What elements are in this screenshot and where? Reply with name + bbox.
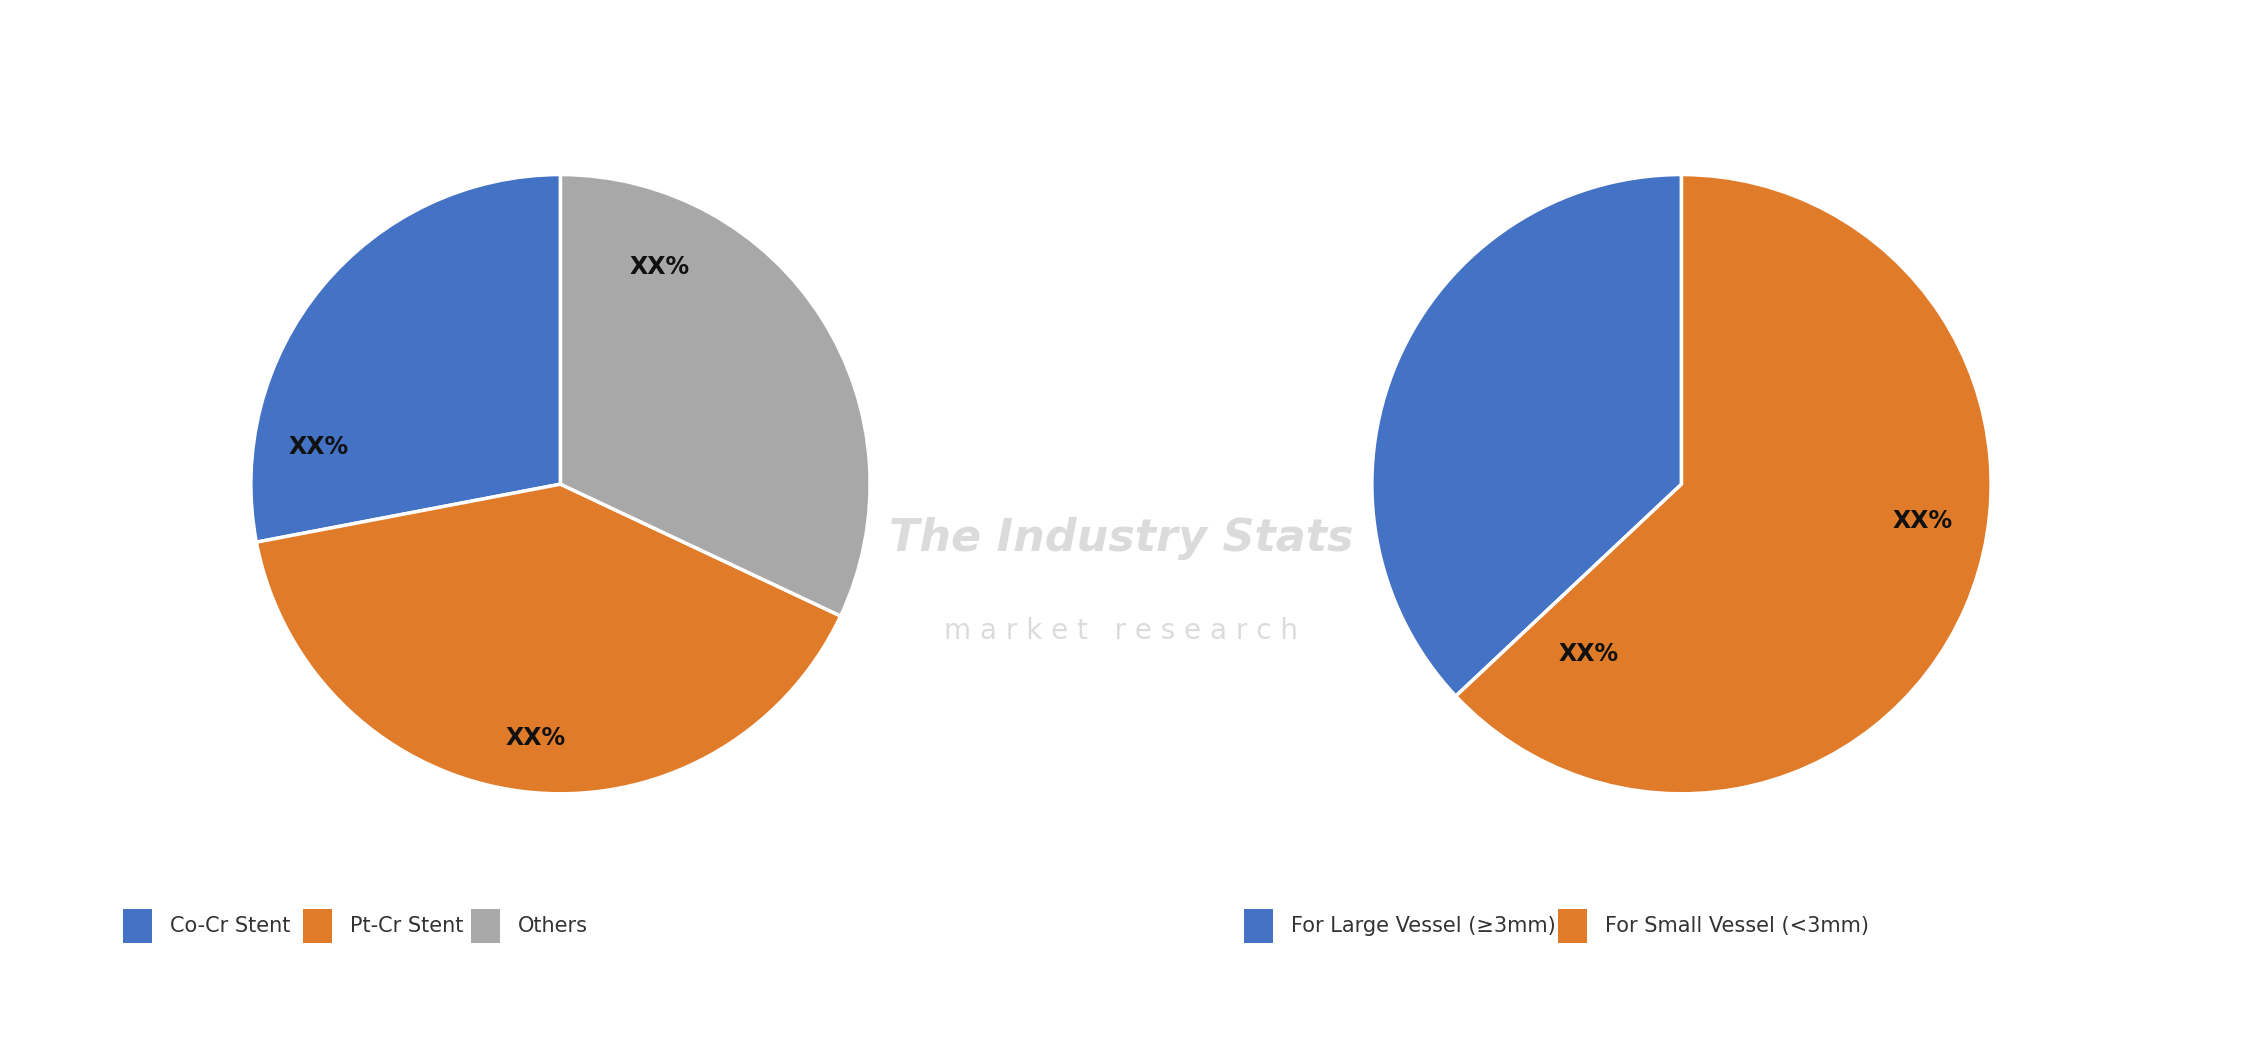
Bar	[471, 909, 500, 943]
Text: Others: Others	[518, 917, 587, 936]
Text: XX%: XX%	[630, 256, 691, 280]
Text: Pt-Cr Stent: Pt-Cr Stent	[350, 917, 464, 936]
Text: The Industry Stats: The Industry Stats	[888, 517, 1354, 560]
Text: XX%: XX%	[289, 435, 350, 459]
Bar	[123, 909, 152, 943]
Text: For Small Vessel (<3mm): For Small Vessel (<3mm)	[1605, 917, 1870, 936]
Text: For Large Vessel (≥3mm): For Large Vessel (≥3mm)	[1291, 917, 1556, 936]
Text: XX%: XX%	[1892, 509, 1953, 533]
Wedge shape	[256, 484, 841, 794]
Text: XX%: XX%	[507, 727, 565, 750]
Bar	[1244, 909, 1273, 943]
Wedge shape	[1455, 174, 1991, 794]
Text: XX%: XX%	[1558, 642, 1619, 666]
Wedge shape	[560, 174, 870, 616]
Wedge shape	[1372, 174, 1682, 696]
Bar	[1558, 909, 1587, 943]
Text: m a r k e t   r e s e a r c h: m a r k e t r e s e a r c h	[944, 617, 1298, 645]
Text: Co-Cr Stent: Co-Cr Stent	[170, 917, 291, 936]
Text: Fig. Global Bare Metal Stents Market Share by Product Types & Application: Fig. Global Bare Metal Stents Market Sha…	[29, 42, 1267, 71]
Text: Source: Theindustrystats Analysis: Source: Theindustrystats Analysis	[29, 1006, 433, 1026]
Text: Website: www.theindustrystats.com: Website: www.theindustrystats.com	[1787, 1006, 2215, 1026]
Wedge shape	[251, 174, 560, 542]
Bar	[303, 909, 332, 943]
Text: Email: sales@theindustrystats.com: Email: sales@theindustrystats.com	[915, 1006, 1327, 1026]
